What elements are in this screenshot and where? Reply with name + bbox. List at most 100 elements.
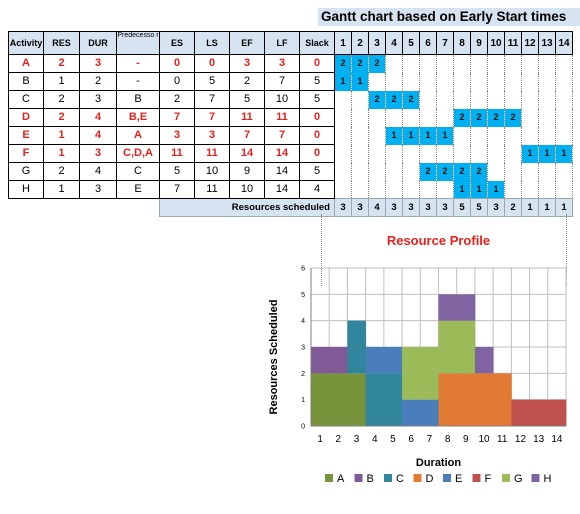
x-tick-label: 11: [497, 434, 508, 445]
bar-e: [383, 347, 403, 374]
gantt-bar-cell: 2: [453, 108, 471, 127]
column-header: Slack: [299, 31, 335, 55]
bar-f: [547, 399, 567, 426]
x-tick-label: 9: [463, 434, 469, 445]
y-tick-label: 5: [301, 292, 305, 299]
legend-swatch-d: [413, 474, 422, 482]
gantt-bar-cell: 1: [334, 72, 352, 91]
legend-swatch-a: [325, 474, 333, 482]
gantt-bar-cell: 1: [453, 180, 471, 199]
legend-label-d: D: [426, 473, 434, 485]
legend-label-h: H: [544, 473, 552, 485]
x-tick-label: 2: [336, 434, 342, 445]
cell-lf: 14: [264, 162, 300, 181]
gantt-empty-cell: [555, 162, 573, 181]
x-tick-label: 1: [317, 434, 323, 445]
gantt-bar-cell: 2: [385, 90, 403, 109]
table-row: F 1 3 C,D,A 11 11 14 14 0 1 1 1: [8, 144, 573, 163]
resources-value: 3: [334, 198, 352, 217]
bar-a: [311, 373, 330, 426]
day-header: 9: [470, 31, 488, 55]
table-header-row: Activity RES DUR Predecesso r ES LS EF LF Slack 1…: [8, 31, 573, 55]
bar-b: [311, 347, 330, 374]
resources-value: 3: [402, 198, 420, 217]
table-row: G 2 4 C 5 10 9 14 5 2 2 2 2: [8, 162, 573, 181]
column-header: LS: [194, 31, 230, 55]
x-tick-label: 7: [427, 434, 433, 445]
gantt-bar-cell: 2: [351, 54, 369, 73]
day-header: 7: [436, 31, 454, 55]
legend-label-g: G: [514, 473, 523, 485]
x-axis-title: Duration: [416, 457, 462, 469]
bar-h: [456, 294, 476, 321]
bar-b: [329, 347, 348, 374]
x-tick-label: 14: [551, 434, 563, 445]
x-tick-label: 6: [408, 434, 414, 445]
column-header: LF: [264, 31, 300, 55]
x-tick-label: 3: [354, 434, 360, 445]
resources-value: 4: [368, 198, 386, 217]
column-header: ES: [159, 31, 195, 55]
gantt-bar-cell: 1: [521, 144, 539, 163]
x-tick-label: 4: [372, 434, 378, 445]
legend-label-c: C: [396, 473, 404, 485]
blank-cell: [116, 198, 160, 217]
resources-value: 3: [351, 198, 369, 217]
blank-cell: [79, 198, 117, 217]
legend-label-f: F: [485, 473, 492, 485]
x-tick-label: 12: [515, 434, 527, 445]
bar-g: [438, 320, 458, 374]
x-tick-label: 13: [533, 434, 545, 445]
bar-e: [402, 399, 421, 426]
y-axis-title: Resources Scheduled: [268, 300, 280, 415]
gantt-bar-cell: 1: [351, 72, 369, 91]
x-tick-label: 5: [390, 434, 396, 445]
resources-value: 3: [436, 198, 454, 217]
resources-row: Resources scheduled 3 3 4 3 3 3 3 5 5 3 2 1 1 1: [8, 198, 573, 217]
gridline: [321, 214, 322, 286]
bar-c: [383, 373, 403, 426]
resources-value: 1: [555, 198, 573, 217]
bar-g: [402, 347, 421, 400]
resources-value: 3: [385, 198, 403, 217]
bar-a: [347, 373, 367, 426]
y-tick-label: 1: [301, 397, 305, 404]
resources-value: 1: [538, 198, 556, 217]
y-tick-label: 6: [301, 266, 305, 273]
gantt-empty-cell: [555, 90, 573, 109]
bar-a: [329, 373, 348, 426]
y-tick-label: 3: [301, 345, 305, 352]
bar-f: [529, 399, 549, 426]
gantt-bar-cell: 2: [368, 90, 386, 109]
day-header: 14: [555, 31, 573, 55]
legend-label-a: A: [337, 473, 345, 485]
day-header: 8: [453, 31, 471, 55]
day-header: 10: [487, 31, 505, 55]
gantt-empty-cell: [555, 54, 573, 73]
chart-title: Resource Profile: [387, 233, 490, 248]
gantt-empty-cell: [555, 72, 573, 91]
gantt-empty-cell: [555, 108, 573, 127]
bar-d: [438, 373, 458, 426]
bar-h: [438, 294, 458, 321]
legend-swatch-e: [443, 474, 451, 482]
day-header: 12: [521, 31, 539, 55]
resources-value: 5: [453, 198, 471, 217]
legend-swatch-h: [531, 474, 540, 482]
y-tick-label: 2: [301, 371, 305, 378]
bar-c: [365, 373, 385, 426]
y-tick-label: 4: [301, 318, 305, 325]
gantt-bar-cell: 2: [504, 108, 522, 127]
bar-d: [456, 373, 476, 426]
bar-g: [420, 347, 439, 400]
day-header: 1: [334, 31, 352, 55]
legend-swatch-g: [502, 474, 510, 482]
legend-label-e: E: [455, 473, 462, 485]
cell-activity: H: [8, 180, 44, 199]
blank-cell: [8, 198, 44, 217]
day-header: 2: [351, 31, 369, 55]
legend-swatch-f: [472, 474, 481, 482]
